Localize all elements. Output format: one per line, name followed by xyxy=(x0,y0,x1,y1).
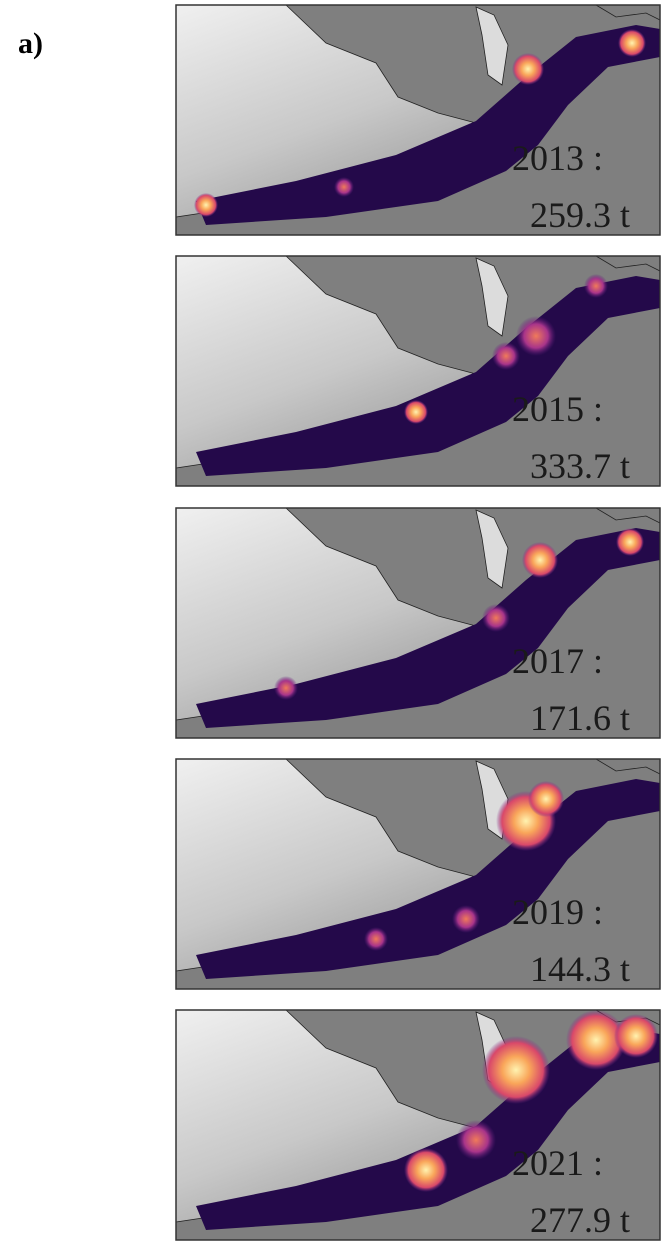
year-label: 2021 : xyxy=(512,1143,603,1183)
year-label: 2019 : xyxy=(512,892,603,932)
map-panel: 2019 : 144.3 t xyxy=(175,758,661,990)
year-label: 2017 : xyxy=(512,641,603,681)
map-panel: 2015 : 333.7 t xyxy=(175,255,661,487)
map-panel: 2013 : 259.3 t xyxy=(175,4,661,236)
total-label: 144.3 t xyxy=(530,949,630,989)
total-label: 171.6 t xyxy=(530,698,630,738)
map-panel: 2021 : 277.9 t xyxy=(175,1009,661,1241)
year-label: 2015 : xyxy=(512,389,603,429)
map-panel: 2017 : 171.6 t xyxy=(175,507,661,739)
total-label: 277.9 t xyxy=(530,1200,630,1240)
panel-label: a) xyxy=(18,27,43,60)
total-label: 259.3 t xyxy=(530,195,630,235)
total-label: 333.7 t xyxy=(530,446,630,486)
year-label: 2013 : xyxy=(512,138,603,178)
